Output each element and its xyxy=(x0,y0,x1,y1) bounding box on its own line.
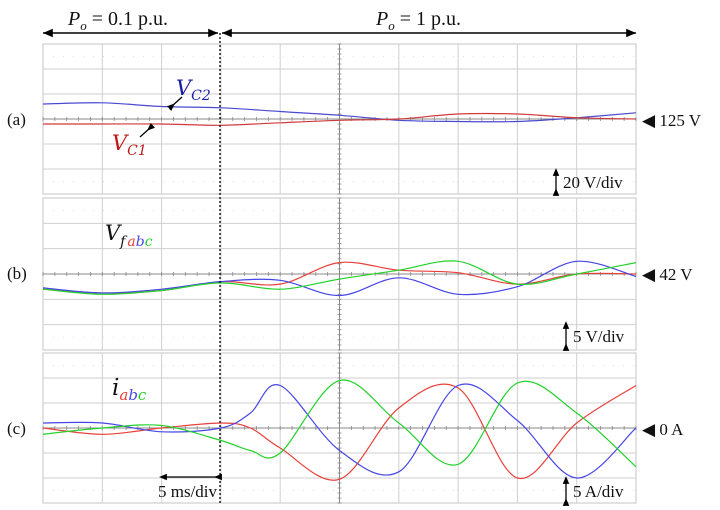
panel-c-output-currents xyxy=(42,352,637,504)
pointer-arrow-vc2 xyxy=(166,96,183,112)
scale-label-c: 5 A/div xyxy=(573,482,624,501)
panel-b-filter-voltages xyxy=(42,197,637,351)
trace-label-vc1: VC1 xyxy=(112,131,147,159)
panel-tag-b: (b) xyxy=(7,264,27,283)
reference-marker-a: ◀ 125 V xyxy=(642,111,702,130)
header-power-segments: Po = 0.1 p.u. Po = 1 p.u. xyxy=(43,8,636,38)
trace-label-vfabc: Vf abc xyxy=(105,221,153,250)
reference-marker-b: ◀ 42 V xyxy=(642,265,693,284)
panel-tag-c: (c) xyxy=(7,419,26,438)
panel-a-capacitor-voltages xyxy=(42,43,637,195)
panel-tag-a: (a) xyxy=(7,110,26,129)
trace-i-a xyxy=(42,383,637,481)
trace-v-c1 xyxy=(43,112,637,126)
scale-label-b: 5 V/div xyxy=(573,327,625,346)
trace-v-c2 xyxy=(42,102,637,123)
trace-label-iabc: iabc xyxy=(112,375,147,404)
scale-label-a: 20 V/div xyxy=(563,173,623,192)
trace-label-vc2: VC2 xyxy=(176,76,211,104)
pointer-arrow-vc1 xyxy=(139,122,156,138)
reference-marker-c: ◀ 0 A xyxy=(642,420,684,439)
trace-v-fb xyxy=(42,260,637,297)
trace-v-fc xyxy=(42,260,637,295)
segment-label-light-load: Po = 0.1 p.u. xyxy=(67,8,168,33)
trace-i-c xyxy=(42,379,637,468)
segment-label-full-load: Po = 1 p.u. xyxy=(375,8,461,33)
timebase-label: 5 ms/div xyxy=(158,482,218,501)
trace-i-b xyxy=(42,383,637,479)
